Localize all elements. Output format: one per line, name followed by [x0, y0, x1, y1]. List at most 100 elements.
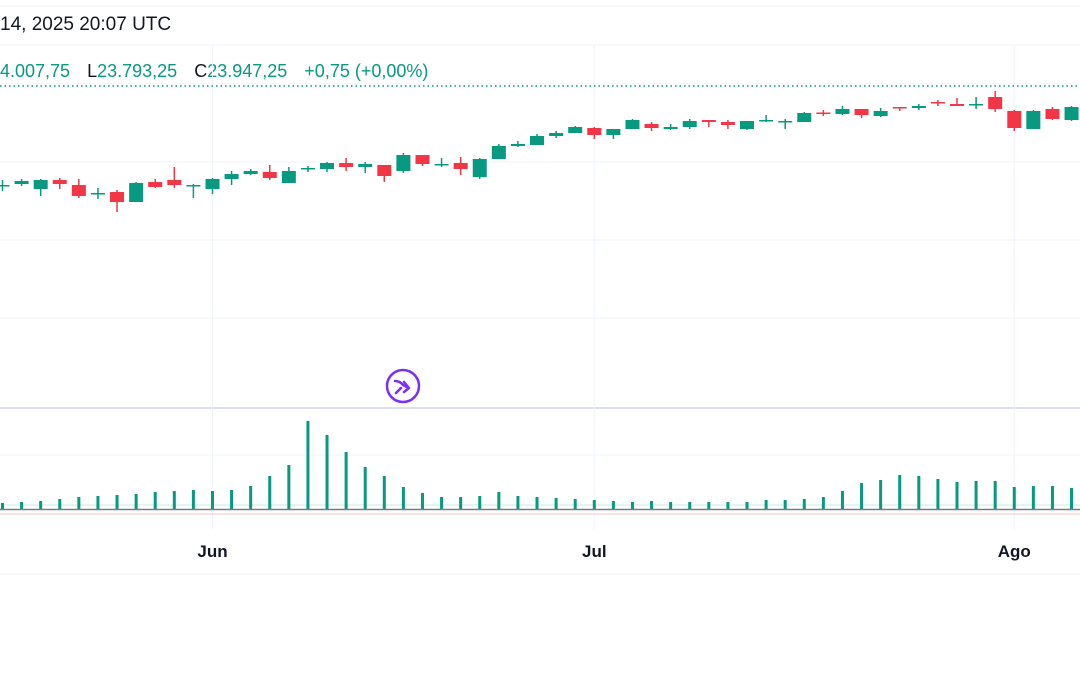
candle-body [1026, 110, 1041, 130]
candle-body [281, 171, 296, 183]
candle [224, 171, 239, 186]
candle-body [71, 185, 86, 197]
candle-body [778, 121, 793, 123]
volume-bar [134, 494, 138, 509]
candle [892, 107, 907, 111]
volume-bar [592, 500, 596, 509]
candle-body [186, 185, 201, 187]
candle-body [224, 174, 239, 180]
candle-body [1045, 108, 1060, 119]
volume-bar [688, 502, 692, 509]
volume-bar [344, 452, 348, 509]
volume-bar [535, 497, 539, 509]
candle-body [950, 104, 964, 106]
volume-bar [898, 475, 902, 509]
candle-body [243, 171, 258, 175]
candle-body [491, 146, 506, 159]
volume-bar [974, 481, 978, 509]
volume-bar [955, 482, 959, 509]
datetime-header: 14, 2025 20:07 UTC [0, 14, 172, 35]
volume-bar [650, 501, 654, 509]
volume-bar [516, 496, 520, 509]
candle-body [549, 132, 564, 136]
volume-bar [497, 492, 501, 509]
candle-body [472, 158, 487, 178]
candle [720, 119, 735, 130]
candle [71, 179, 86, 198]
x-tick-jul: Jul [582, 542, 607, 561]
candle [1045, 107, 1060, 120]
candle [358, 162, 373, 173]
candle [396, 152, 411, 173]
candle [415, 155, 430, 167]
candle [52, 177, 67, 189]
candle-body [358, 163, 373, 167]
candle-body [568, 127, 583, 133]
candle-body [1064, 107, 1079, 120]
candle-body [1007, 110, 1022, 128]
change-value: +0,75 (+0,00%) [304, 61, 429, 81]
candle [339, 157, 354, 172]
volume-bar [39, 501, 43, 509]
volume-bar [860, 483, 864, 509]
candle [606, 129, 621, 139]
candle-body [873, 110, 888, 117]
candle [243, 168, 258, 175]
candle-body [740, 121, 755, 130]
candle [148, 179, 163, 189]
candle [0, 180, 10, 192]
candle-body [759, 119, 774, 122]
volume-bar [287, 465, 291, 509]
volume-bar [96, 496, 100, 509]
candle [873, 107, 888, 117]
candle [854, 108, 869, 119]
volume-bar [325, 435, 329, 509]
candle-body [854, 108, 869, 116]
candle-body [911, 105, 926, 108]
candle [835, 105, 850, 116]
volume-bars [0, 421, 1080, 515]
candle-body [453, 163, 468, 169]
x-tick-ago: Ago [998, 542, 1031, 561]
candle-body [262, 171, 277, 178]
candle [110, 190, 125, 212]
candle [740, 121, 755, 130]
candle-body [205, 179, 220, 189]
candle [300, 166, 315, 172]
volume-bar [459, 497, 463, 509]
go-to-realtime-button[interactable] [385, 368, 421, 404]
candle [778, 118, 793, 130]
candle [1007, 110, 1022, 131]
high-value: 4.007,75 [0, 61, 71, 81]
candle [950, 98, 964, 106]
candle [491, 143, 506, 159]
grid [0, 5, 1080, 575]
candle [320, 162, 335, 172]
volume-bar [401, 487, 405, 509]
volume-bar [20, 502, 24, 509]
volume-bar [249, 486, 253, 509]
low-label: L [87, 61, 98, 81]
volume-bar [306, 421, 310, 509]
candle-body [892, 107, 907, 109]
volume-bar [879, 480, 883, 509]
candle-body [720, 121, 735, 125]
candle [644, 121, 659, 131]
volume-bar [669, 502, 673, 509]
volume-bar [707, 502, 711, 509]
candle [1064, 105, 1079, 122]
volume-bar [1, 503, 4, 509]
volume-bar [1050, 486, 1054, 509]
candle [663, 124, 678, 130]
candle-body [606, 129, 621, 136]
candle-body [0, 185, 10, 187]
volume-bar [210, 491, 214, 509]
volume-bar [936, 479, 940, 509]
volume-bar [58, 499, 62, 509]
candle-body [663, 127, 678, 130]
candle-body [434, 163, 449, 166]
candle [759, 115, 774, 122]
candle-body [835, 108, 850, 114]
candle [33, 179, 48, 197]
